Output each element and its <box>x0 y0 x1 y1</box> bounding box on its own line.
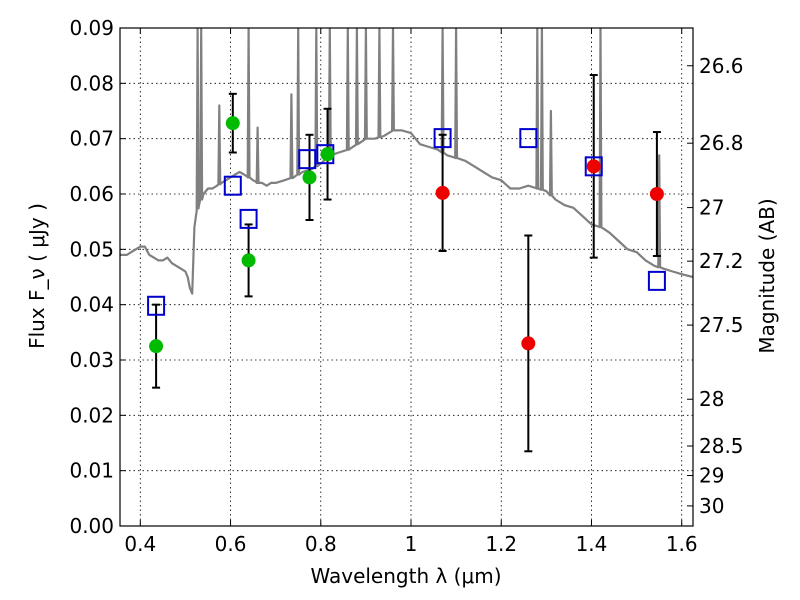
data-point-nir <box>435 185 450 200</box>
marker-layer <box>147 116 666 354</box>
data-point-nir <box>649 187 664 201</box>
y-tick-label: 0.01 <box>69 459 114 483</box>
y-axis-label: Flux F_ν ( μJy ) <box>25 203 49 349</box>
right-tick-label: 30 <box>699 494 724 518</box>
model-band-square <box>239 208 258 229</box>
model-spectrum-line <box>120 28 693 295</box>
right-tick-label: 26.8 <box>699 131 744 155</box>
y-tick-label: 0.04 <box>69 293 114 317</box>
x-tick-label: 1.6 <box>666 532 698 556</box>
right-tick-label: 27 <box>699 196 724 220</box>
data-point-nir <box>521 336 536 351</box>
right-tick-label: 27.2 <box>699 249 744 273</box>
tick-layer: 0.4 0.6 0.8 1 1.2 1.4 1.6 0.00 0.01 0.02 0.03 0.04 0… <box>69 16 743 556</box>
right-tick-label: 26.6 <box>699 54 744 78</box>
y-tick-label: 0.08 <box>69 71 114 95</box>
y-tick-label: 0.07 <box>69 127 114 151</box>
right-axis-label: Magnitude (AB) <box>755 198 779 353</box>
x-tick-label: 1.2 <box>485 532 517 556</box>
y-tick-label: 0.00 <box>69 514 114 538</box>
data-point-optical <box>241 253 256 268</box>
model-band-square <box>147 295 166 316</box>
model-spectrum-layer <box>120 28 693 295</box>
grid <box>120 28 693 526</box>
x-tick-label: 0.6 <box>215 532 247 556</box>
model-band-square <box>519 128 538 149</box>
model-band-square <box>433 128 452 149</box>
x-tick-label: 1 <box>405 532 418 556</box>
right-tick-label: 28 <box>699 387 724 411</box>
data-point-optical <box>225 116 240 131</box>
x-tick-label: 1.4 <box>576 532 608 556</box>
model-band-square <box>647 270 666 291</box>
data-point-optical <box>320 147 335 162</box>
x-tick-label: 0.4 <box>124 532 156 556</box>
model-band-square <box>298 149 317 170</box>
y-tick-label: 0.06 <box>69 182 114 206</box>
y-tick-label: 0.02 <box>69 403 114 427</box>
model-band-square <box>223 175 242 196</box>
model-band-square <box>584 156 603 177</box>
y-tick-label: 0.05 <box>69 237 114 261</box>
x-tick-label: 0.8 <box>305 532 337 556</box>
right-tick-label: 29 <box>699 464 724 488</box>
y-tick-label: 0.09 <box>69 16 114 40</box>
right-tick-label: 28.5 <box>699 434 744 458</box>
y-tick-label: 0.03 <box>69 348 114 372</box>
plot-frame <box>119 27 694 527</box>
x-axis-label: Wavelength λ (μm) <box>310 564 501 588</box>
data-point-optical <box>149 339 164 354</box>
data-point-optical <box>302 170 317 185</box>
right-tick-label: 27.5 <box>699 313 744 337</box>
data-point-nir <box>586 159 601 174</box>
